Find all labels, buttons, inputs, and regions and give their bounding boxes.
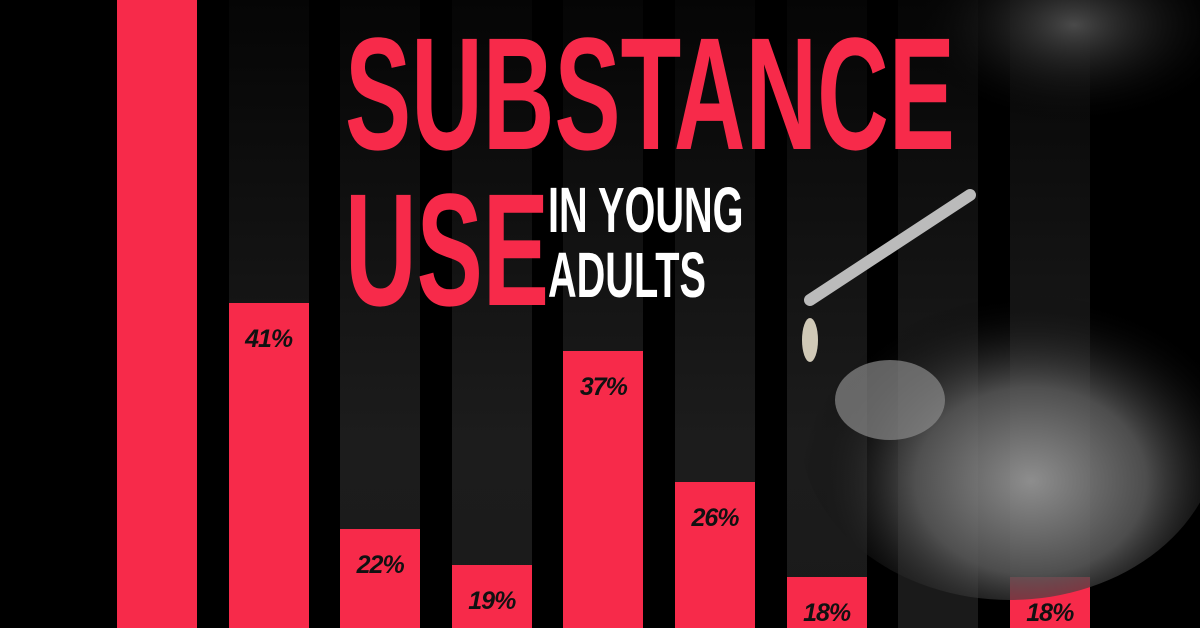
bar-data-label: 18% xyxy=(1026,598,1074,627)
bar: 26% xyxy=(675,481,755,628)
bar: 41% xyxy=(228,303,309,628)
title-in-young: IN YOUNG xyxy=(548,174,744,246)
bar-data-label: 18% xyxy=(803,598,851,627)
column-bg xyxy=(451,0,532,628)
bar-data-label: 41% xyxy=(245,325,293,354)
hand-smoking-photo xyxy=(780,0,1200,600)
bar: 19% xyxy=(451,564,532,628)
title-substance: SUBSTANCE xyxy=(345,4,955,183)
bar: 37% xyxy=(563,350,644,628)
bar-data-label: 26% xyxy=(691,503,739,532)
bar xyxy=(117,0,197,628)
bar: 22% xyxy=(340,529,421,628)
title-use: USE xyxy=(345,160,549,339)
title-adults: ADULTS xyxy=(548,239,706,311)
column-bg xyxy=(340,0,421,628)
bar: 18% xyxy=(786,576,867,628)
bar-data-label: 22% xyxy=(356,551,405,580)
bar-data-label: 19% xyxy=(468,586,516,615)
bar-data-label: 37% xyxy=(579,372,628,401)
